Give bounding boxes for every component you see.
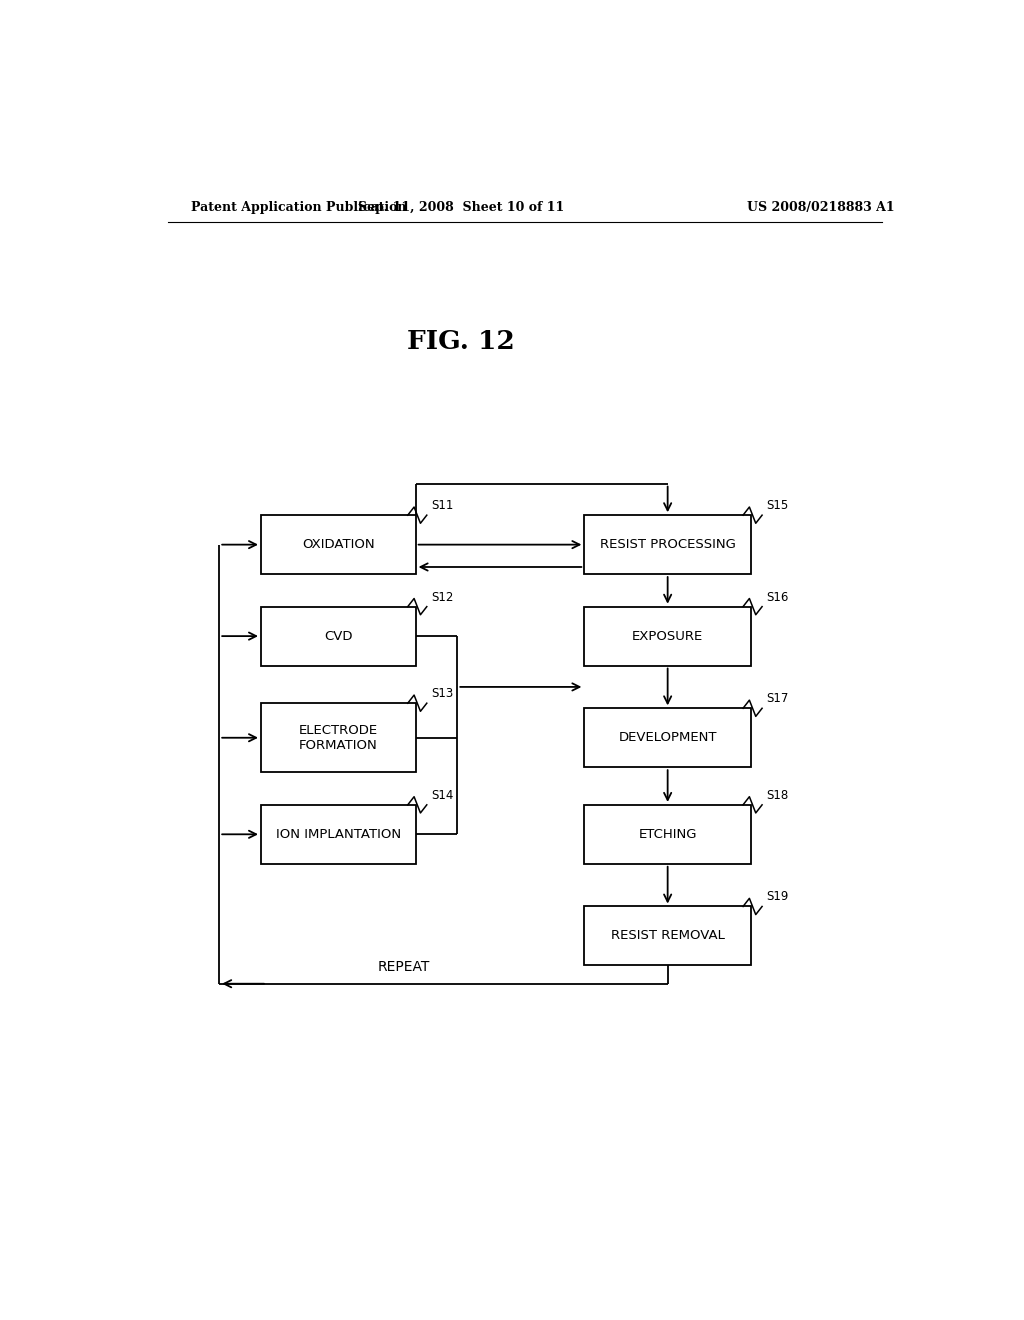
Bar xyxy=(585,709,751,767)
Text: FIG. 12: FIG. 12 xyxy=(408,329,515,354)
Text: S11: S11 xyxy=(431,499,454,512)
Text: Patent Application Publication: Patent Application Publication xyxy=(191,201,407,214)
Text: S15: S15 xyxy=(766,499,788,512)
Text: ION IMPLANTATION: ION IMPLANTATION xyxy=(275,828,400,841)
Text: S18: S18 xyxy=(766,789,788,801)
Text: REPEAT: REPEAT xyxy=(378,960,430,974)
Bar xyxy=(585,907,751,965)
Bar xyxy=(585,515,751,574)
Text: S13: S13 xyxy=(431,688,453,700)
Text: ELECTRODE
FORMATION: ELECTRODE FORMATION xyxy=(299,723,378,752)
Text: CVD: CVD xyxy=(324,630,352,643)
Bar xyxy=(261,607,416,665)
Text: RESIST REMOVAL: RESIST REMOVAL xyxy=(610,929,725,942)
Bar xyxy=(261,805,416,863)
Text: ETCHING: ETCHING xyxy=(638,828,697,841)
Text: S12: S12 xyxy=(431,590,454,603)
Text: S17: S17 xyxy=(766,692,788,705)
Text: DEVELOPMENT: DEVELOPMENT xyxy=(618,731,717,744)
Text: S16: S16 xyxy=(766,590,788,603)
Text: Sep. 11, 2008  Sheet 10 of 11: Sep. 11, 2008 Sheet 10 of 11 xyxy=(358,201,564,214)
Bar xyxy=(261,515,416,574)
Text: US 2008/0218883 A1: US 2008/0218883 A1 xyxy=(748,201,895,214)
Text: S14: S14 xyxy=(431,789,454,801)
Bar xyxy=(585,607,751,665)
Text: S19: S19 xyxy=(766,891,788,903)
Bar xyxy=(261,704,416,772)
Text: EXPOSURE: EXPOSURE xyxy=(632,630,703,643)
Text: OXIDATION: OXIDATION xyxy=(302,539,375,552)
Bar xyxy=(585,805,751,863)
Text: RESIST PROCESSING: RESIST PROCESSING xyxy=(600,539,735,552)
